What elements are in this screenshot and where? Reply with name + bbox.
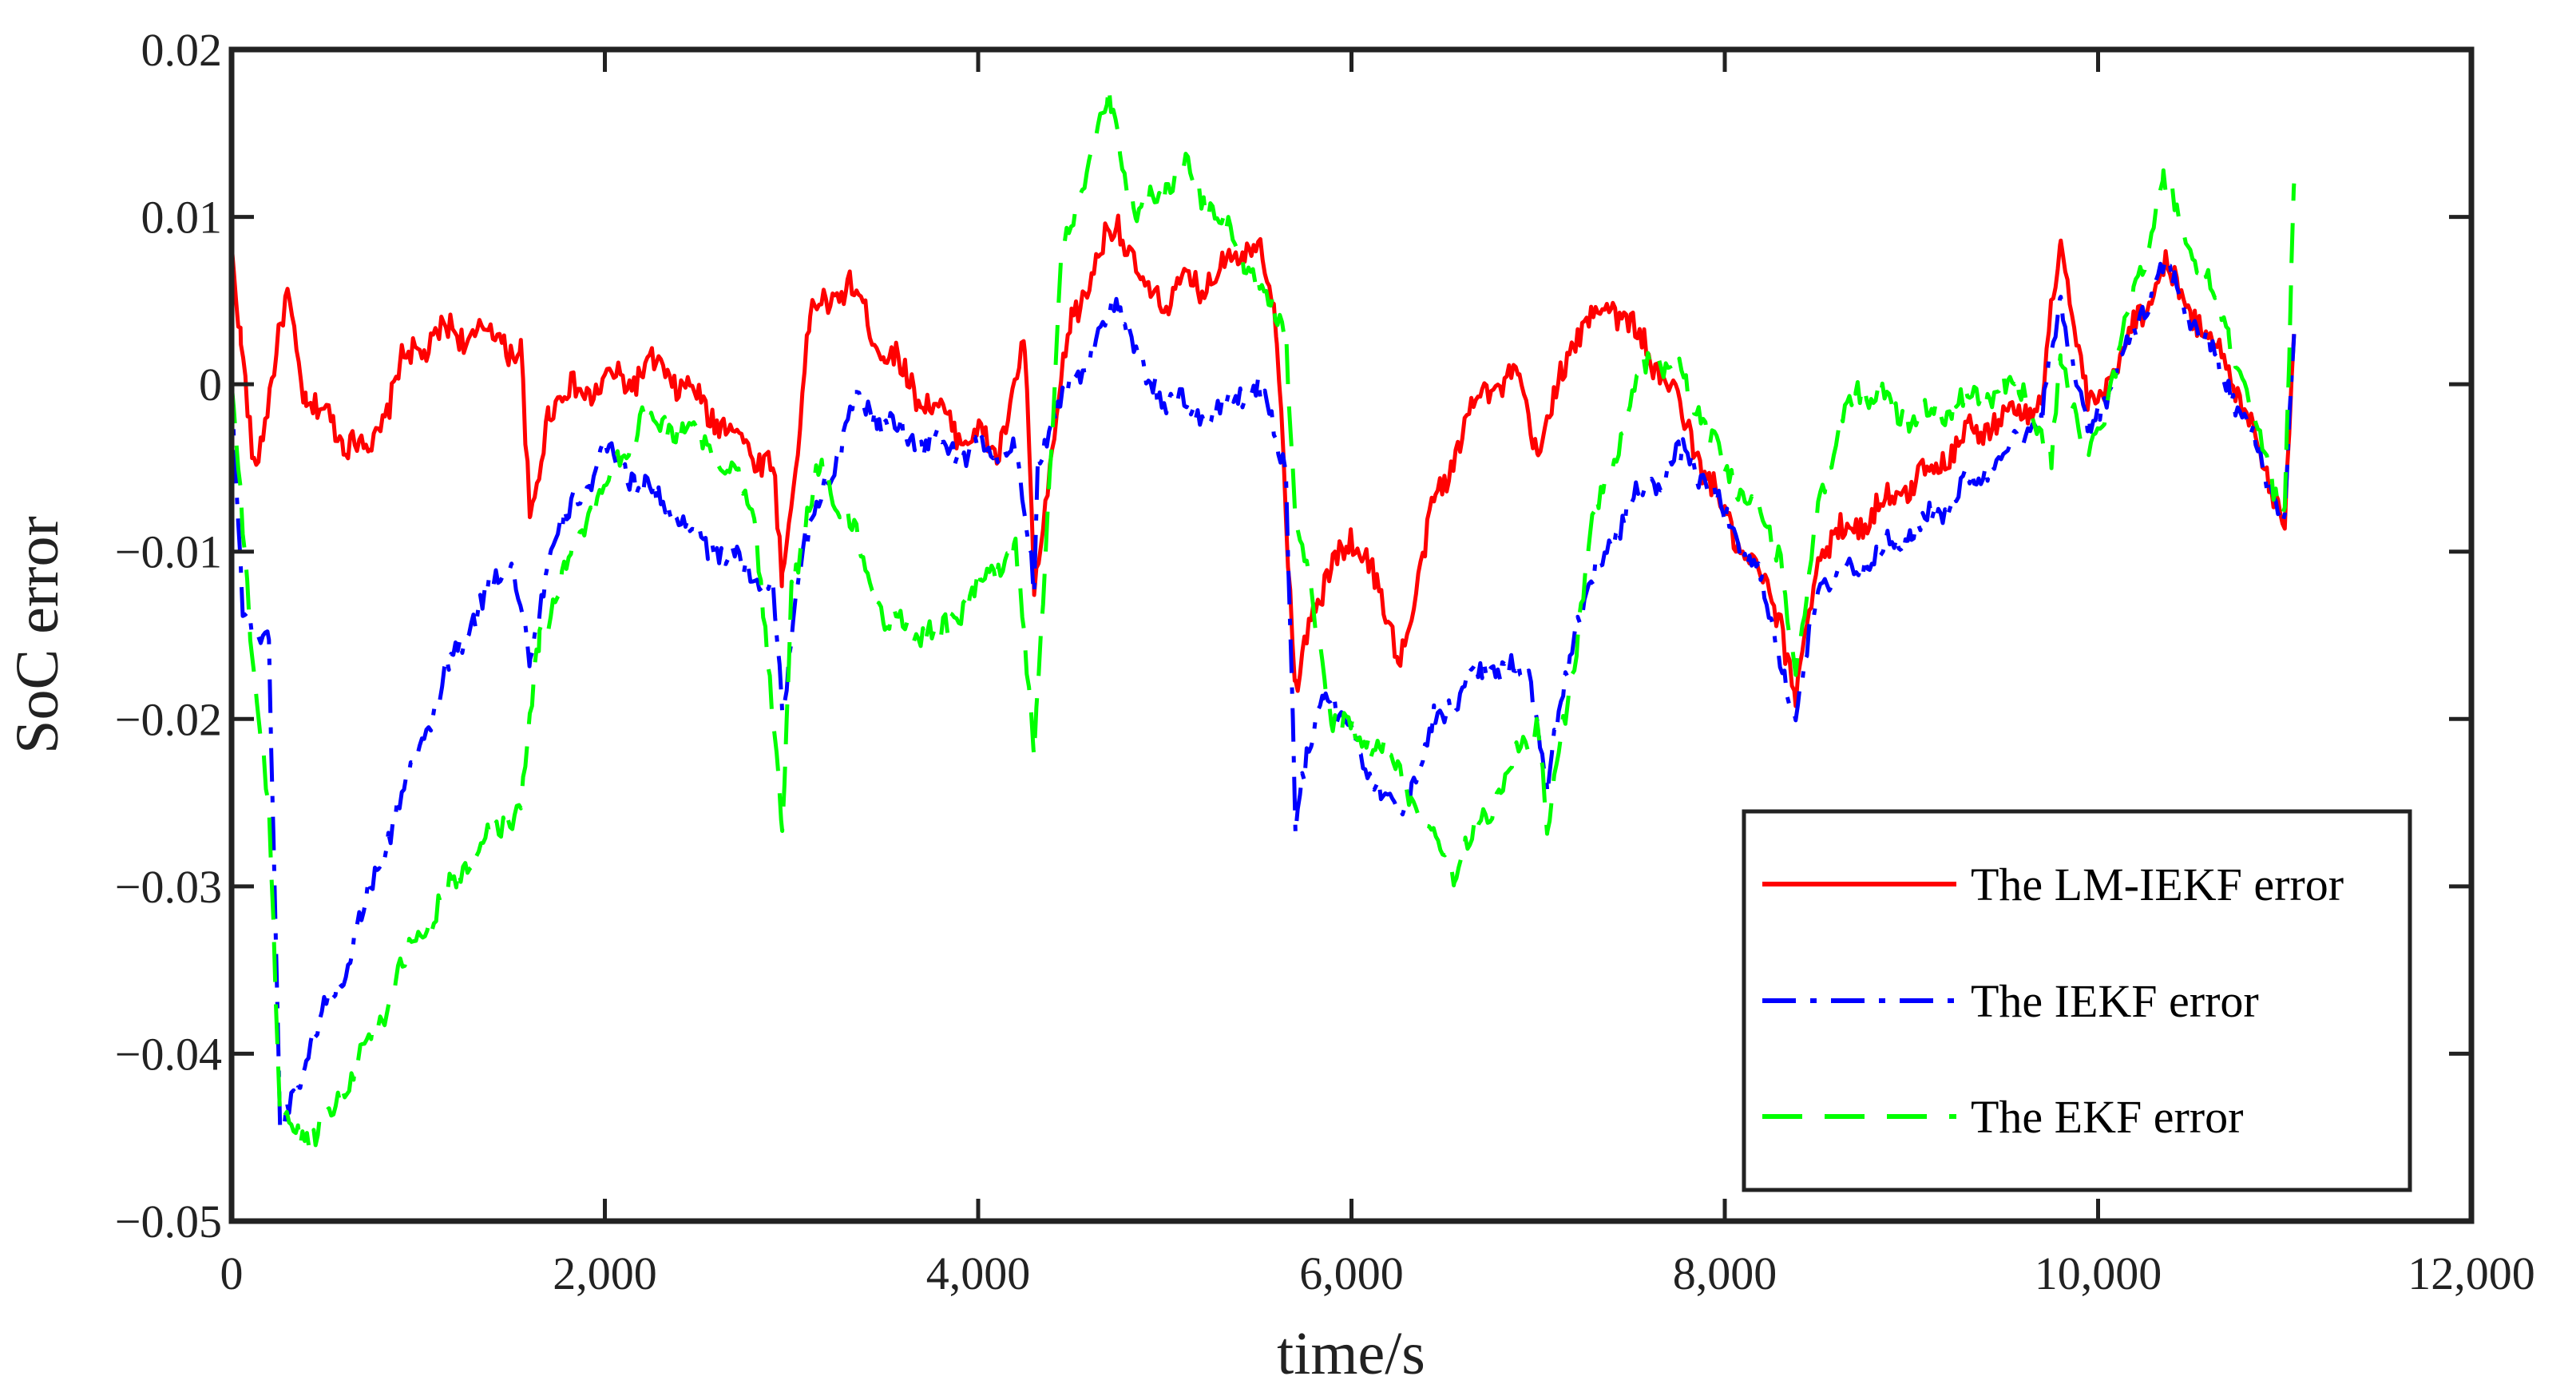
series-line-1 <box>229 256 2297 1132</box>
x-tick-label: 12,000 <box>2408 1247 2535 1299</box>
x-tick-label: 2,000 <box>553 1247 657 1299</box>
x-tick-label: 6,000 <box>1299 1247 1404 1299</box>
y-tick-label: −0.02 <box>115 693 222 745</box>
plot-series <box>229 83 2297 1152</box>
x-axis-label: time/s <box>1277 1320 1425 1387</box>
y-tick-label: −0.01 <box>115 526 222 578</box>
legend-label-lm-iekf: The LM-IEKF error <box>1971 859 2344 910</box>
y-tick-label: −0.05 <box>115 1196 222 1247</box>
axis-ticks <box>229 47 2474 1224</box>
legend-label-iekf: The IEKF error <box>1971 975 2259 1027</box>
x-tick-labels: 0 2,000 4,000 6,000 8,000 10,000 12,000 <box>220 1247 2535 1299</box>
y-axis-label: SoC error <box>4 516 71 754</box>
y-tick-label: −0.04 <box>115 1028 222 1080</box>
series-line-2 <box>229 83 2297 1152</box>
x-tick-label: 8,000 <box>1673 1247 1777 1299</box>
legend: The LM-IEKF error The IEKF error The EKF… <box>1742 809 2412 1192</box>
y-tick-labels: 0.02 0.01 0 −0.01 −0.02 −0.03 −0.04 −0.05 <box>115 24 222 1247</box>
x-tick-label: 0 <box>220 1247 244 1299</box>
legend-label-ekf: The EKF error <box>1971 1091 2243 1143</box>
y-tick-label: 0 <box>199 359 222 410</box>
y-tick-label: 0.02 <box>141 24 223 76</box>
y-tick-label: 0.01 <box>141 192 223 244</box>
x-tick-label: 4,000 <box>926 1247 1031 1299</box>
series-line-0 <box>229 213 2297 708</box>
y-tick-label: −0.03 <box>115 861 222 913</box>
x-tick-label: 10,000 <box>2035 1247 2162 1299</box>
